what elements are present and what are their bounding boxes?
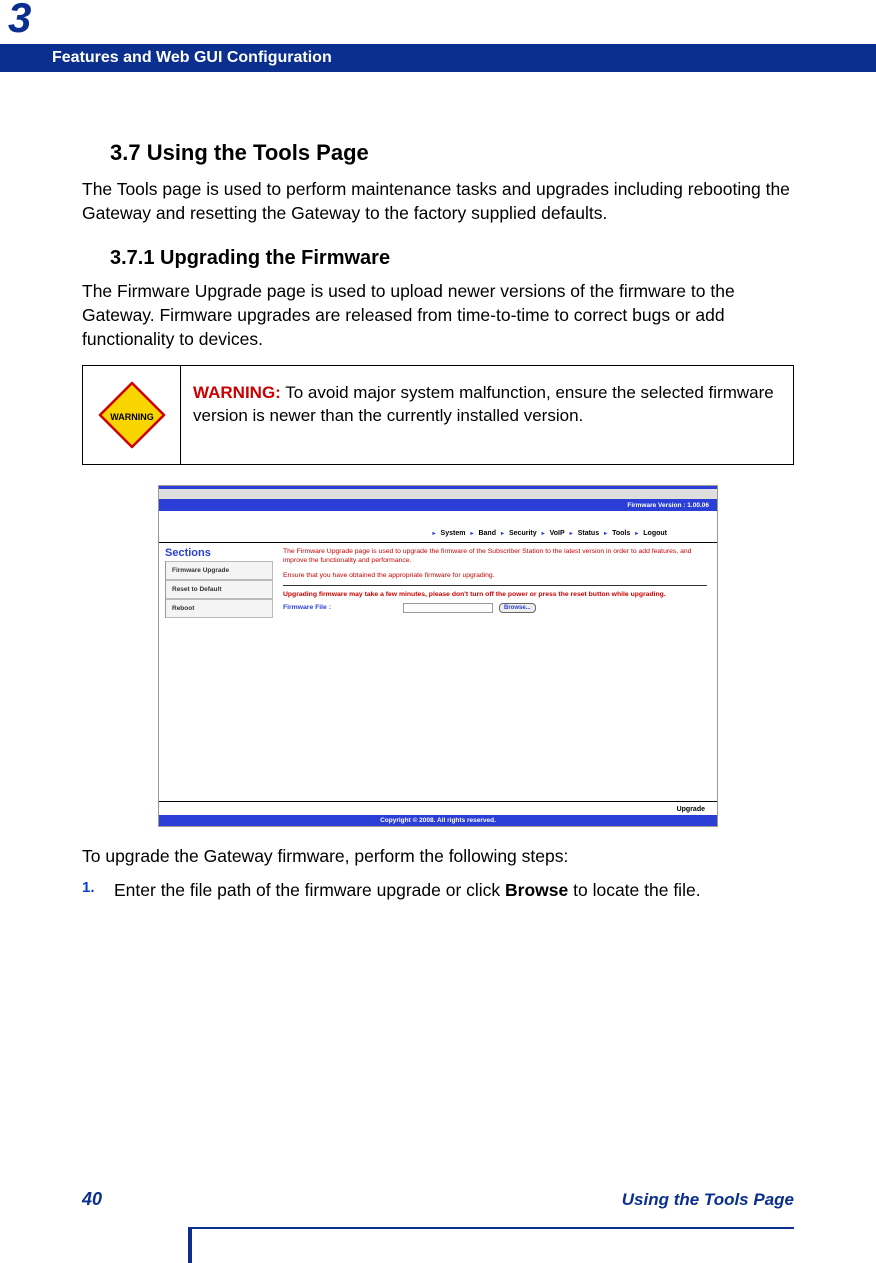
footer-title: Using the Tools Page	[622, 1190, 794, 1210]
step-1: 1. Enter the file path of the firmware u…	[82, 879, 794, 903]
sidebar-item-reset-default[interactable]: Reset to Default	[166, 580, 273, 599]
firmware-version-label: Firmware Version : 1.00.06	[627, 502, 709, 509]
warning-icon: WARNING	[97, 380, 167, 450]
warning-box: WARNING WARNING: To avoid major system m…	[82, 365, 794, 465]
steps-intro: To upgrade the Gateway firmware, perform…	[82, 845, 794, 869]
nav-voip[interactable]: VoIP	[550, 530, 565, 537]
ss-content-area: The Firmware Upgrade page is used to upg…	[279, 543, 717, 801]
step1-bold: Browse	[505, 880, 568, 900]
chapter-number: 3	[8, 0, 31, 42]
ss-description-1: The Firmware Upgrade page is used to upg…	[283, 547, 707, 565]
nav-status[interactable]: Status	[578, 530, 599, 537]
step1-part-b: to locate the file.	[568, 880, 700, 900]
nav-tools[interactable]: Tools	[612, 530, 630, 537]
page-content: 3.7 Using the Tools Page The Tools page …	[82, 140, 794, 902]
header-title: Features and Web GUI Configuration	[52, 49, 332, 67]
sections-title: Sections	[165, 547, 273, 559]
upgrade-button[interactable]: Upgrade	[159, 801, 717, 815]
footer-side-rule	[188, 1227, 192, 1263]
sidebar-item-reboot[interactable]: Reboot	[166, 599, 273, 618]
ss-firmware-file-row: Firmware File : Browse...	[283, 603, 707, 613]
footer-rule	[192, 1227, 794, 1229]
ss-nav-bar: ▸ System ▸ Band ▸ Security ▸ VoIP ▸ Status ▸ T…	[159, 525, 717, 543]
nav-security[interactable]: Security	[509, 530, 537, 537]
nav-arrow-icon: ▸	[470, 530, 473, 537]
firmware-file-input[interactable]	[403, 603, 493, 613]
warning-text: WARNING: To avoid major system malfuncti…	[181, 366, 793, 464]
page-footer: 40 Using the Tools Page	[82, 1189, 794, 1210]
nav-system[interactable]: System	[441, 530, 466, 537]
page-number: 40	[82, 1189, 102, 1210]
ss-version-bar: Firmware Version : 1.00.06	[159, 499, 717, 511]
ss-sidebar-menu: Firmware Upgrade Reset to Default Reboot	[165, 561, 273, 618]
nav-arrow-icon: ▸	[433, 530, 436, 537]
ss-spacer	[159, 511, 717, 525]
post-screenshot-block: To upgrade the Gateway firmware, perform…	[82, 845, 794, 902]
nav-arrow-icon: ▸	[604, 530, 607, 537]
section-heading: 3.7 Using the Tools Page	[110, 140, 794, 166]
subsection-heading: 3.7.1 Upgrading the Firmware	[110, 247, 794, 270]
ss-description-2: Ensure that you have obtained the approp…	[283, 571, 707, 580]
step1-part-a: Enter the file path of the firmware upgr…	[114, 880, 505, 900]
nav-band[interactable]: Band	[478, 530, 496, 537]
nav-arrow-icon: ▸	[635, 530, 638, 537]
gateway-screenshot: Firmware Version : 1.00.06 ▸ System ▸ Band…	[158, 485, 718, 827]
ss-sidebar: Sections Firmware Upgrade Reset to Defau…	[159, 543, 279, 801]
subsection-body: The Firmware Upgrade page is used to upl…	[82, 280, 794, 351]
nav-arrow-icon: ▸	[570, 530, 573, 537]
browse-button[interactable]: Browse...	[499, 603, 536, 613]
nav-logout[interactable]: Logout	[643, 530, 667, 537]
sidebar-item-firmware-upgrade[interactable]: Firmware Upgrade	[166, 561, 273, 580]
svg-text:WARNING: WARNING	[110, 412, 154, 422]
warning-label: WARNING:	[193, 383, 281, 402]
ss-main-area: Sections Firmware Upgrade Reset to Defau…	[159, 543, 717, 801]
ss-upgrade-warning: Upgrading firmware may take a few minute…	[283, 590, 707, 599]
ss-header-gray	[159, 489, 717, 499]
ss-copyright: Copyright © 2008. All rights reserved.	[159, 815, 717, 826]
ss-divider	[283, 585, 707, 586]
header-bar: Features and Web GUI Configuration	[0, 44, 876, 72]
warning-body: To avoid major system malfunction, ensur…	[193, 383, 774, 425]
step-number: 1.	[82, 879, 114, 903]
firmware-file-label: Firmware File :	[283, 603, 331, 612]
nav-arrow-icon: ▸	[542, 530, 545, 537]
step-text: Enter the file path of the firmware upgr…	[114, 879, 701, 903]
nav-arrow-icon: ▸	[501, 530, 504, 537]
warning-icon-cell: WARNING	[83, 366, 181, 464]
section-body: The Tools page is used to perform mainte…	[82, 178, 794, 225]
